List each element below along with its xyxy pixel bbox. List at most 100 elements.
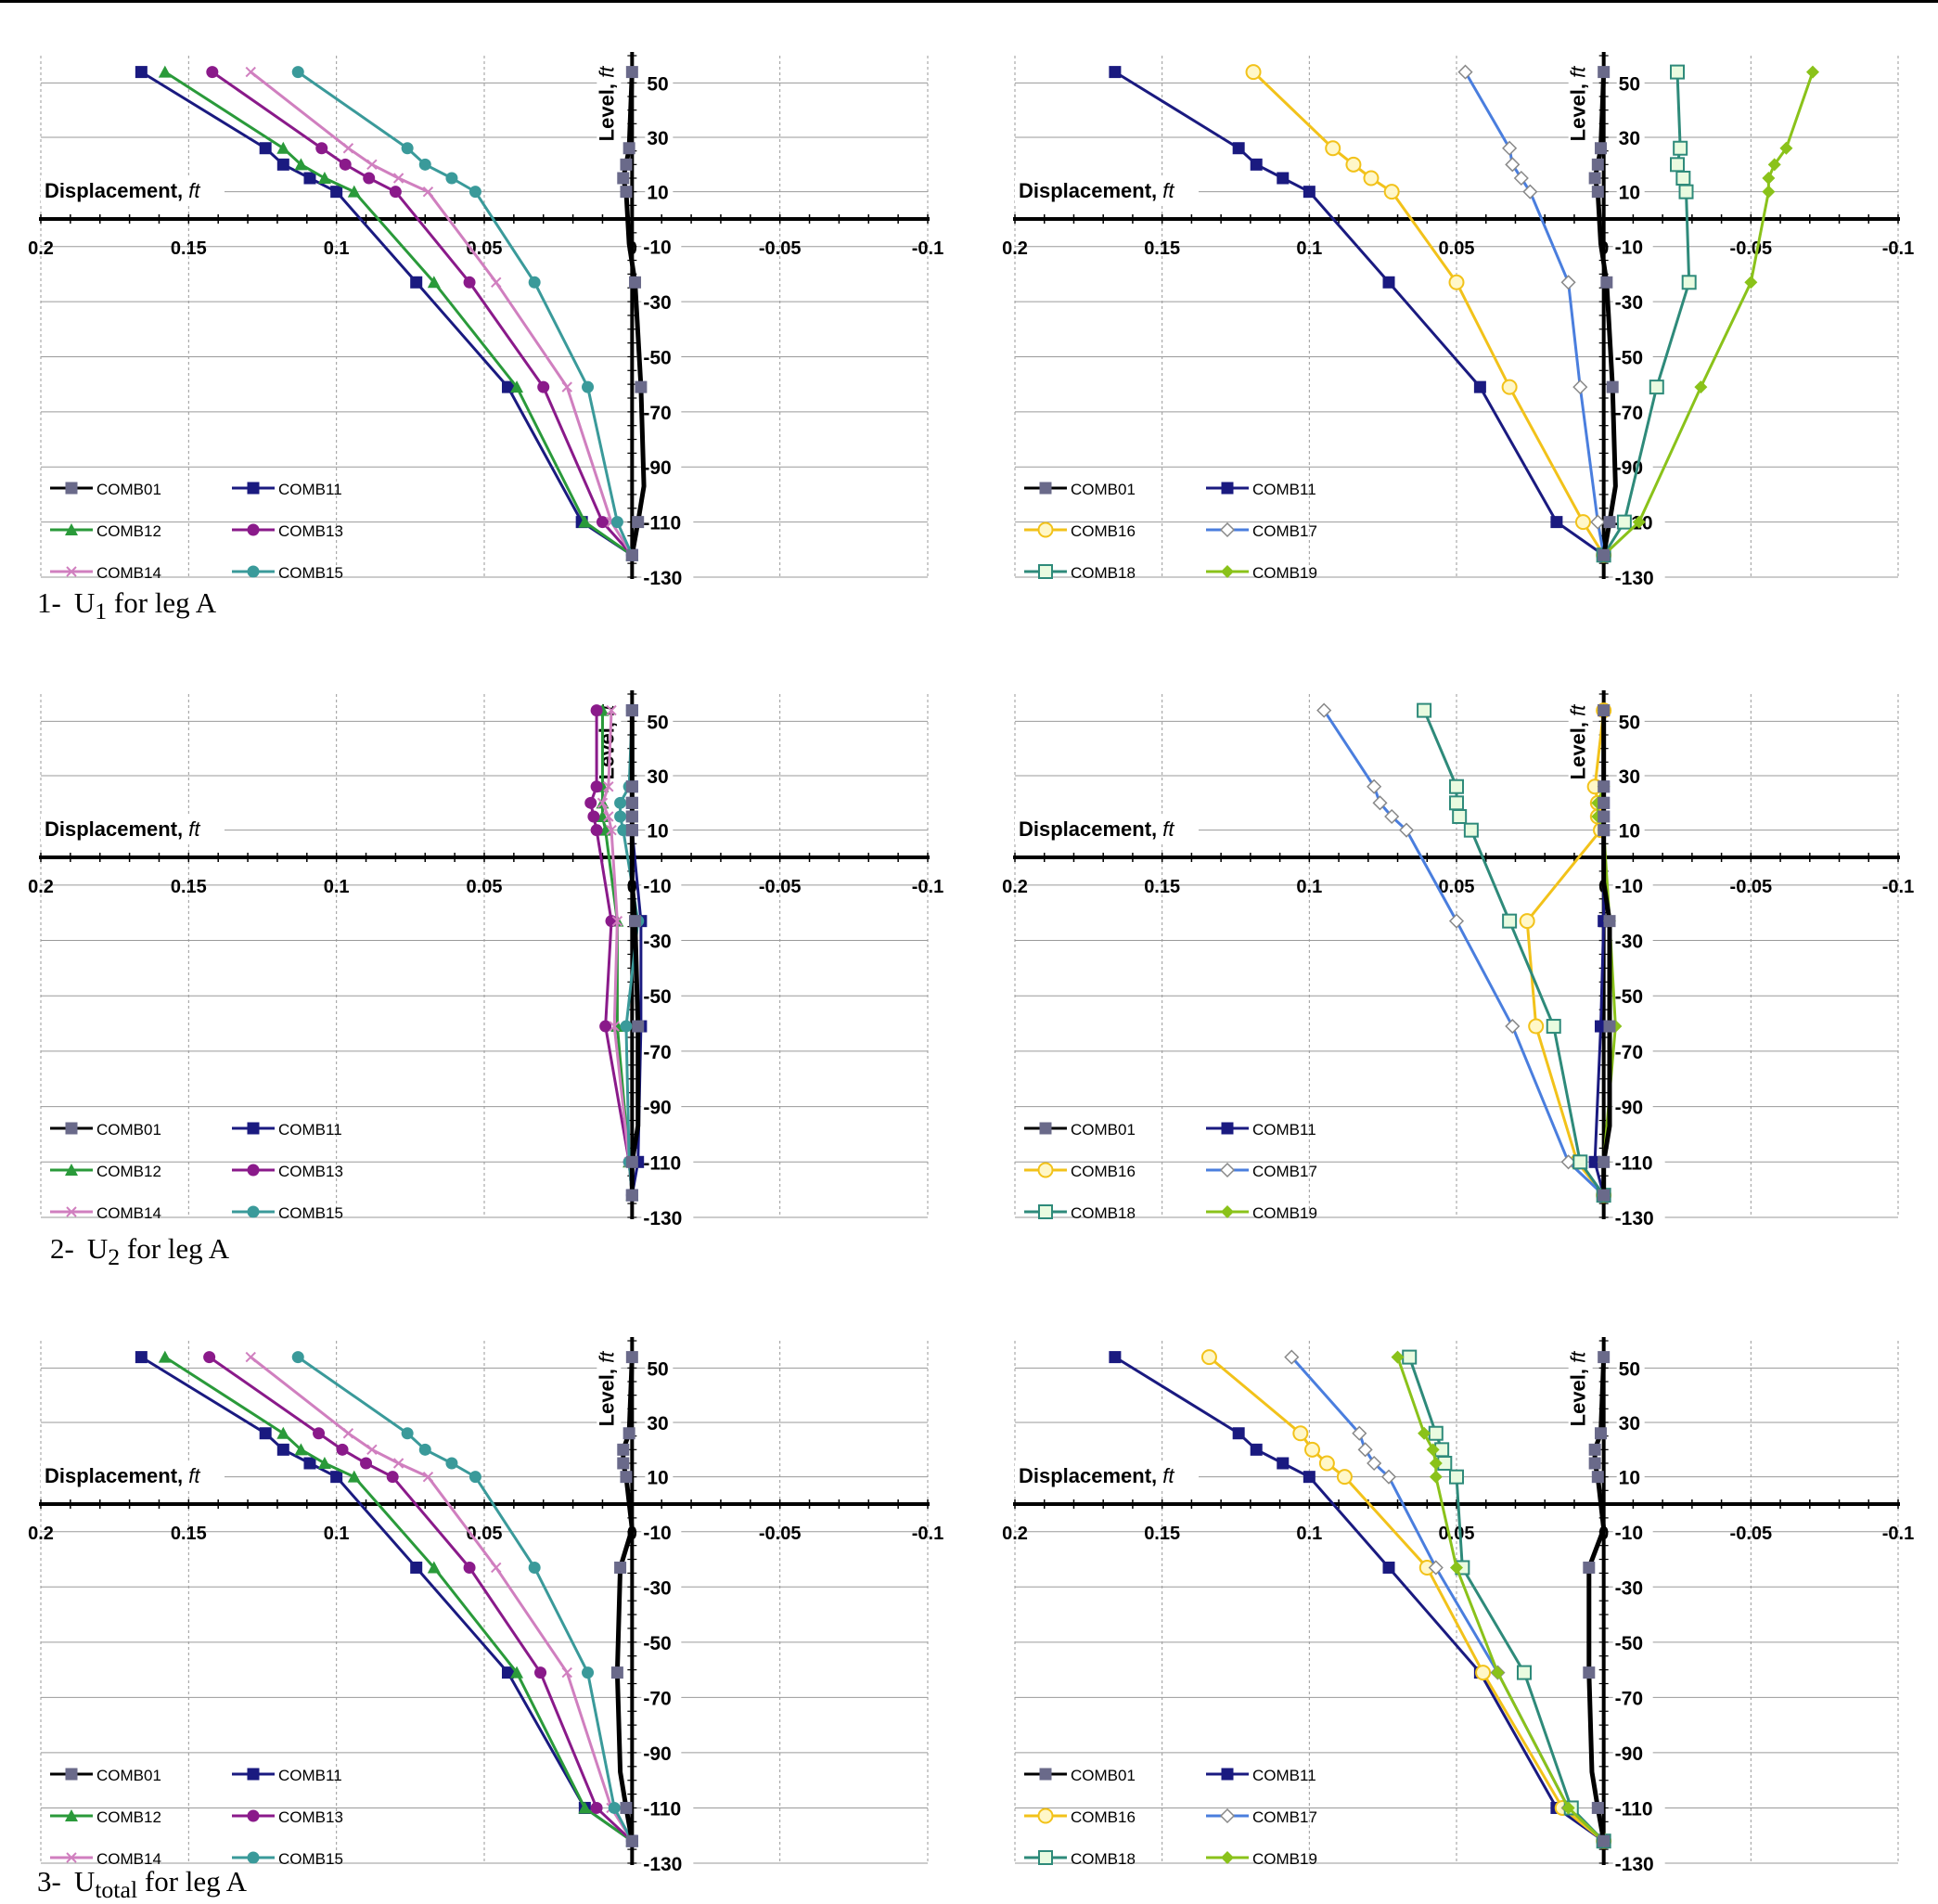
legend-label: COMB11: [1252, 1121, 1316, 1139]
data-point: [1429, 1470, 1443, 1484]
data-point: [1473, 380, 1486, 393]
series-comb11: [135, 1351, 638, 1847]
data-point: [1491, 1666, 1505, 1679]
data-point: [276, 1426, 290, 1439]
x-axis-label: Displacement, ft: [45, 817, 200, 841]
data-point: [629, 276, 642, 289]
data-point: [1357, 1442, 1373, 1458]
top-rule: [0, 0, 1938, 3]
y-tick-label: -10: [1615, 1523, 1643, 1544]
legend-label: COMB17: [1252, 1808, 1317, 1826]
data-point: [617, 172, 630, 185]
data-point: [1594, 142, 1607, 155]
y-tick-label-bg: [1612, 1150, 1665, 1173]
data-point: [610, 1666, 623, 1679]
legend-label: COMB18: [1071, 1204, 1136, 1222]
data-point: [1528, 1018, 1545, 1035]
legend-item: COMB18: [1024, 1204, 1136, 1222]
legend-label: COMB14: [96, 1204, 161, 1222]
data-point: [158, 65, 172, 78]
legend-label: COMB16: [1071, 522, 1136, 540]
x-tick-label: -0.05: [759, 238, 802, 259]
legend-label: COMB15: [278, 1850, 343, 1868]
y-tick-label: -50: [643, 347, 671, 368]
y-axis-label: Level, ft: [595, 1351, 618, 1427]
data-point: [1561, 1801, 1575, 1815]
y-tick-label-bg: [641, 1740, 682, 1763]
y-tick-label-bg: [1612, 1740, 1653, 1763]
data-point: [610, 516, 623, 529]
data-point: [1560, 275, 1576, 290]
legend-item: COMB15: [232, 1850, 343, 1868]
data-point: [1318, 1455, 1335, 1472]
caption-u1: 1- U1 for leg A: [37, 586, 216, 625]
data-point: [66, 1206, 77, 1217]
series-line: [1114, 71, 1605, 557]
legend-item: COMB01: [50, 1121, 161, 1139]
y-tick-label-bg: [1616, 1464, 1645, 1487]
y-tick-label: -30: [1615, 932, 1643, 953]
series-line: [140, 71, 634, 557]
data-point: [1598, 704, 1611, 717]
y-tick-label-bg: [1612, 1795, 1665, 1819]
legend-item: COMB11: [232, 1767, 342, 1784]
y-tick-label-bg: [1612, 1629, 1653, 1653]
data-point: [276, 1443, 289, 1456]
caption-subscript: total: [95, 1876, 138, 1904]
data-point: [1591, 1801, 1604, 1814]
data-point: [1598, 796, 1611, 809]
legend-item: COMB11: [232, 1121, 342, 1139]
data-point: [1606, 380, 1619, 393]
data-point: [1219, 521, 1236, 538]
y-tick-label-bg: [1612, 1851, 1665, 1873]
y-tick-label: 30: [1619, 128, 1640, 149]
data-point: [606, 704, 617, 716]
data-point: [1219, 1808, 1236, 1824]
data-point: [620, 1471, 633, 1484]
data-point: [247, 482, 260, 495]
series-line: [297, 71, 634, 556]
y-axis-label: Level, ft: [1567, 66, 1590, 142]
x-tick-label: 0.15: [1144, 877, 1180, 897]
x-tick-label: -0.05: [759, 877, 802, 897]
data-point: [590, 704, 603, 717]
data-point: [608, 1801, 621, 1814]
data-point: [1598, 1155, 1611, 1168]
data-point: [596, 516, 609, 529]
data-point: [1221, 482, 1234, 495]
y-tick-label-bg: [641, 872, 682, 895]
series-comb13: [584, 704, 638, 1202]
data-point: [1449, 795, 1464, 811]
x-tick-label: 0.1: [324, 877, 350, 897]
y-tick-label: -90: [1615, 1743, 1643, 1765]
y-tick-label: -10: [643, 238, 671, 259]
legend-item: COMB13: [232, 1808, 343, 1826]
y-tick-label-bg: [641, 1795, 694, 1819]
legend-item: COMB12: [50, 1808, 161, 1826]
legend-label: COMB17: [1252, 1163, 1317, 1180]
data-point: [1475, 1665, 1492, 1681]
legend-label: COMB01: [1071, 481, 1136, 498]
legend-item: COMB01: [1024, 481, 1136, 498]
data-point: [614, 796, 627, 809]
data-point: [401, 1427, 414, 1440]
y-tick-label: -110: [1615, 1798, 1653, 1820]
data-point: [1600, 276, 1613, 289]
data-point: [1546, 1019, 1561, 1035]
legend: COMB01 COMB11 COMB16 COMB17 COMB18 COMB19: [1024, 1121, 1317, 1222]
data-point: [1292, 1425, 1309, 1442]
data-point: [629, 915, 642, 928]
data-point: [1277, 172, 1290, 185]
data-point: [1588, 172, 1601, 185]
legend-label: COMB18: [1071, 564, 1136, 582]
data-point: [1767, 158, 1781, 172]
data-point: [1038, 564, 1053, 579]
x-axis-label: Displacement, ft: [1019, 817, 1174, 841]
x-tick-label: -0.1: [1882, 1524, 1914, 1544]
data-point: [1221, 1851, 1234, 1864]
x-tick-label: 0.2: [1002, 238, 1028, 259]
y-tick-label: -10: [643, 876, 671, 897]
series-comb12: [158, 1350, 639, 1847]
legend-item: COMB11: [1206, 1767, 1316, 1784]
y-tick-label-bg: [641, 455, 682, 478]
